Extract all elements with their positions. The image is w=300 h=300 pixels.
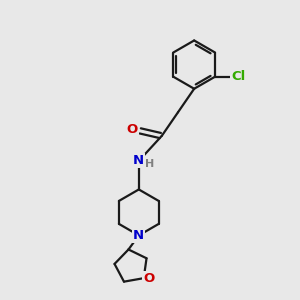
Text: O: O xyxy=(143,272,155,285)
Text: H: H xyxy=(146,159,154,170)
Text: N: N xyxy=(133,154,144,167)
Text: N: N xyxy=(133,229,144,242)
Text: O: O xyxy=(127,124,138,136)
Text: Cl: Cl xyxy=(232,70,246,83)
